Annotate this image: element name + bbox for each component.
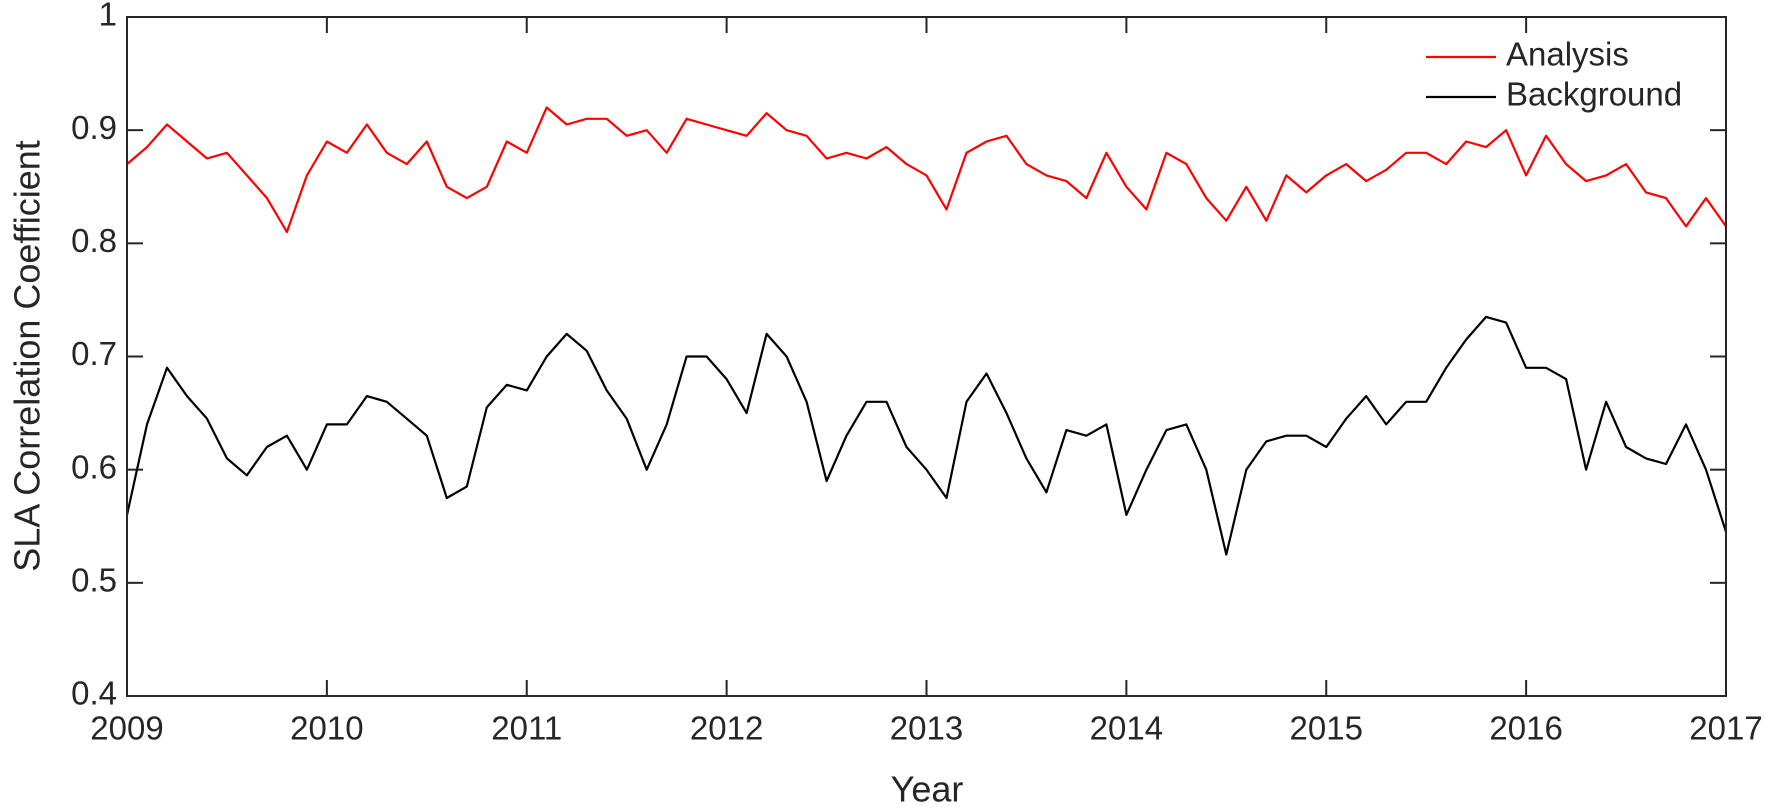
y-axis-label: SLA Correlation Coefficient xyxy=(7,140,48,572)
x-tick-label: 2017 xyxy=(1689,710,1762,747)
y-tick-label: 0.5 xyxy=(71,562,117,599)
y-tick-label: 0.7 xyxy=(71,335,117,372)
x-tick-label: 2013 xyxy=(890,710,963,747)
x-tick-label: 2015 xyxy=(1290,710,1363,747)
y-tick-label: 1 xyxy=(99,0,117,33)
y-tick-label: 0.6 xyxy=(71,448,117,485)
y-tick-label: 0.4 xyxy=(71,675,117,712)
x-tick-label: 2012 xyxy=(690,710,763,747)
x-axis-label: Year xyxy=(891,769,964,810)
x-tick-label: 2016 xyxy=(1489,710,1562,747)
x-tick-label: 2009 xyxy=(90,710,163,747)
x-tick-label: 2010 xyxy=(290,710,363,747)
y-tick-label: 0.8 xyxy=(71,222,117,259)
legend-label: Background xyxy=(1506,76,1682,113)
x-tick-label: 2011 xyxy=(491,710,562,747)
data-line xyxy=(125,315,1728,556)
y-tick-label: 0.9 xyxy=(71,109,117,146)
plot-frame xyxy=(126,16,1727,697)
data-line xyxy=(126,106,1727,234)
legend-label: Analysis xyxy=(1506,36,1629,73)
x-tick-label: 2014 xyxy=(1090,710,1163,747)
